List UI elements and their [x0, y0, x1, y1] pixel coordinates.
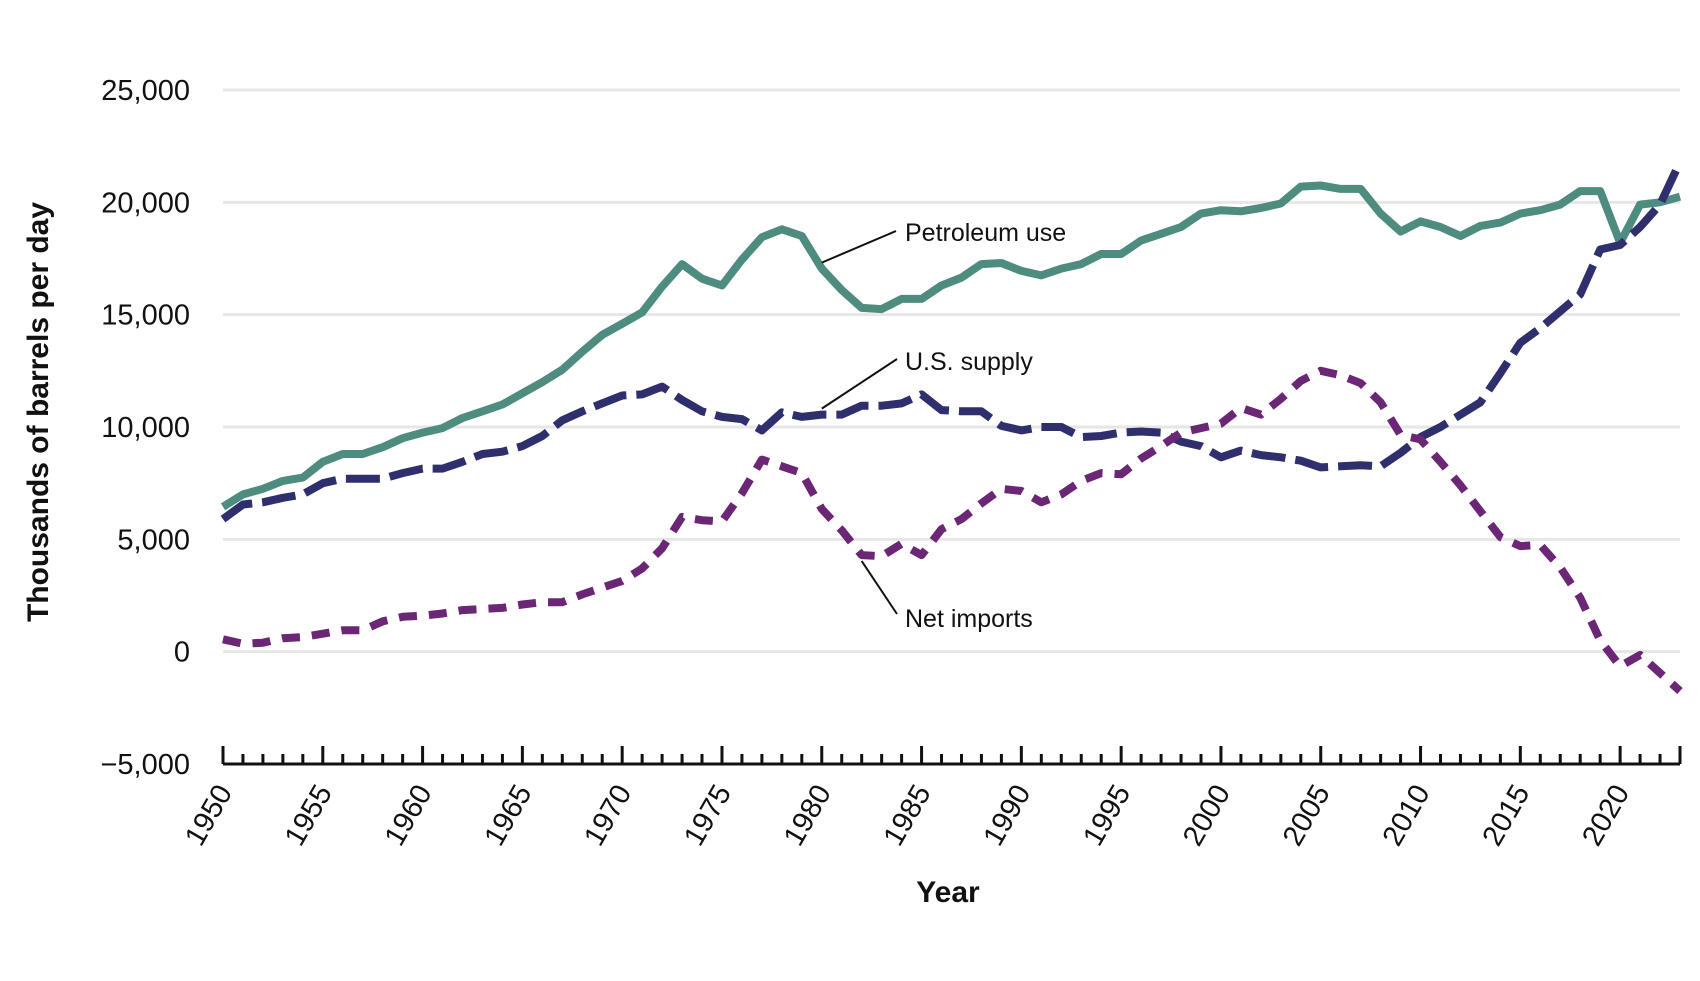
- x-tick-label: 1970: [578, 780, 638, 852]
- y-tick-label: 20,000: [101, 187, 190, 219]
- x-tick-label: 1955: [279, 780, 339, 852]
- x-axis-tick-labels: 1950 1955 1960 1965 1970 1975 1980 1985 1990 1995…: [179, 780, 1636, 852]
- y-axis-title: Thousands of barrels per day: [22, 202, 55, 622]
- x-tick-label: 1975: [678, 780, 738, 852]
- gridlines: [223, 88, 1680, 654]
- x-tick-label: 1985: [878, 780, 938, 852]
- x-tick-label: 1990: [977, 780, 1037, 852]
- y-tick-label: 10,000: [101, 412, 190, 444]
- annotation-leader-line: [821, 358, 898, 410]
- annotation-leader-line: [821, 230, 897, 264]
- x-tick-label: 1950: [179, 780, 239, 852]
- annotation-label: Net imports: [905, 605, 1033, 633]
- x-tick-label: 2010: [1377, 780, 1437, 852]
- annotation-leader-line: [860, 560, 898, 615]
- series-line-petroleum-use: [220, 181, 1682, 511]
- x-tick-label: 1980: [778, 780, 838, 852]
- series-line-us-supply: [220, 160, 1684, 523]
- series-line-net-imports: [222, 366, 1683, 694]
- x-tick-label: 1965: [478, 780, 538, 852]
- y-tick-label: 25,000: [101, 75, 190, 107]
- x-tick-label: 1995: [1077, 780, 1137, 852]
- annotations: Petroleum use U.S. supply Net imports: [821, 219, 1066, 633]
- x-tick-label: 1960: [379, 780, 439, 852]
- annotation-label: U.S. supply: [905, 348, 1033, 376]
- series-lines: [220, 160, 1684, 694]
- y-axis-tick-labels: −5,000 0 5,000 10,000 15,000 20,000 25,000: [100, 75, 190, 781]
- x-axis: [221, 746, 1682, 766]
- annotation-label: Petroleum use: [905, 219, 1066, 247]
- x-tick-label: 2000: [1177, 780, 1237, 852]
- y-tick-label: 5,000: [117, 524, 190, 556]
- y-tick-label: 15,000: [101, 300, 190, 332]
- x-tick-label: 2005: [1277, 780, 1337, 852]
- y-tick-label: 0: [174, 637, 190, 669]
- x-axis-title: Year: [916, 876, 980, 909]
- x-tick-label: 2020: [1576, 780, 1636, 852]
- y-tick-label: −5,000: [100, 749, 190, 781]
- x-tick-label: 2015: [1476, 780, 1536, 852]
